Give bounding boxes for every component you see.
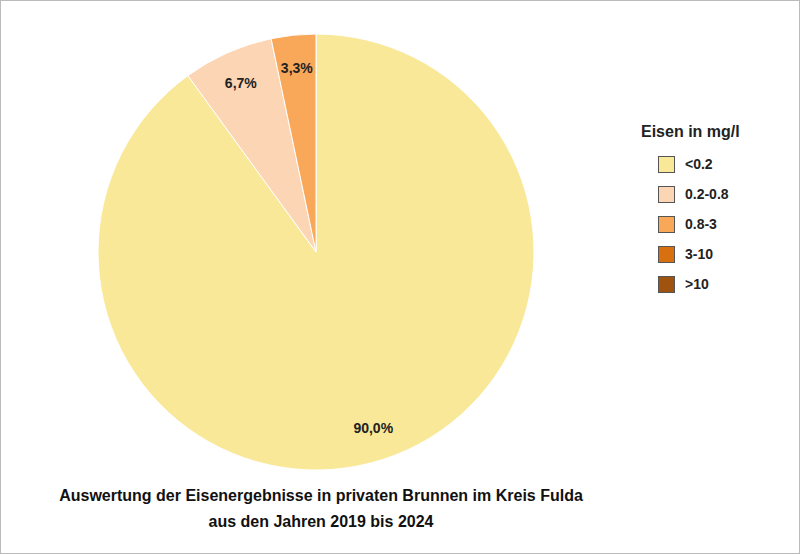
- html-text:Eisen in mg/l: Eisen in mg/l: [641, 123, 740, 140]
- html-text:0.8-3: 0.8-3: [685, 216, 717, 232]
- html-text:0.2-0.8: 0.2-0.8: [685, 186, 729, 202]
- html-text:>10: >10: [685, 276, 709, 292]
- html-text:3-10: 3-10: [685, 246, 713, 262]
- svg-text:6,7%: 6,7%: [225, 75, 257, 91]
- svg-text:3,3%: 3,3%: [281, 60, 313, 76]
- svg-text:90,0%: 90,0%: [353, 420, 393, 436]
- html-text:Auswertung der Eisenergebnisse: Auswertung der Eisenergebnisse in privat…: [59, 487, 583, 504]
- html-text:<0.2: <0.2: [685, 156, 713, 172]
- html-text:aus den Jahren 2019 bis 2024: aus den Jahren 2019 bis 2024: [208, 513, 434, 530]
